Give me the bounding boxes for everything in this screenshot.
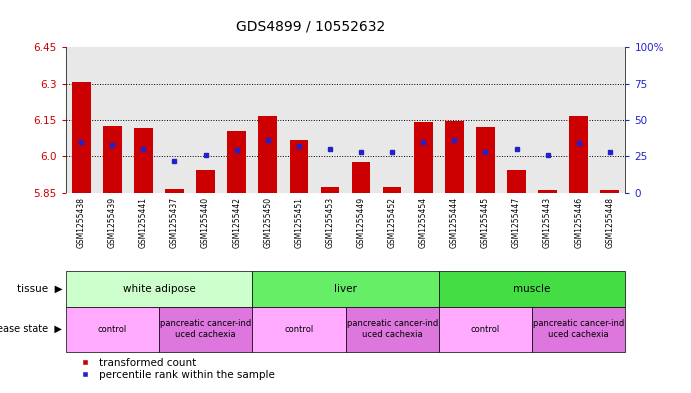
Text: GSM1255454: GSM1255454	[419, 196, 428, 248]
Bar	[165, 189, 184, 193]
Text: GSM1255438: GSM1255438	[77, 196, 86, 248]
Bar	[134, 129, 153, 193]
Bar	[445, 121, 464, 193]
Bar	[252, 307, 346, 352]
Bar	[439, 307, 532, 352]
Bar	[569, 116, 588, 193]
Bar	[346, 307, 439, 352]
Legend: transformed count, percentile rank within the sample: transformed count, percentile rank withi…	[71, 354, 279, 384]
Text: GSM1255448: GSM1255448	[605, 196, 614, 248]
Bar	[159, 307, 252, 352]
Text: control: control	[97, 325, 127, 334]
Text: GSM1255452: GSM1255452	[388, 196, 397, 248]
Text: GSM1255450: GSM1255450	[263, 196, 272, 248]
Bar	[196, 169, 215, 193]
Bar	[72, 82, 91, 193]
Text: GSM1255441: GSM1255441	[139, 196, 148, 248]
Text: GSM1255437: GSM1255437	[170, 196, 179, 248]
Bar	[532, 307, 625, 352]
Text: muscle: muscle	[513, 284, 551, 294]
Bar	[439, 271, 625, 307]
Text: liver: liver	[334, 284, 357, 294]
Text: GSM1255444: GSM1255444	[450, 196, 459, 248]
Text: GDS4899 / 10552632: GDS4899 / 10552632	[236, 20, 386, 34]
Bar	[383, 187, 401, 193]
Text: GSM1255447: GSM1255447	[512, 196, 521, 248]
Text: GSM1255442: GSM1255442	[232, 196, 241, 248]
Text: GSM1255443: GSM1255443	[543, 196, 552, 248]
Text: GSM1255451: GSM1255451	[294, 196, 303, 248]
Bar	[507, 169, 526, 193]
Text: GSM1255449: GSM1255449	[357, 196, 366, 248]
Text: control: control	[284, 325, 314, 334]
Text: GSM1255446: GSM1255446	[574, 196, 583, 248]
Bar	[66, 307, 159, 352]
Bar	[103, 126, 122, 193]
Bar	[538, 190, 557, 193]
Bar	[252, 271, 439, 307]
Text: pancreatic cancer-ind
uced cachexia: pancreatic cancer-ind uced cachexia	[346, 320, 438, 339]
Bar	[321, 187, 339, 193]
Text: disease state  ▶: disease state ▶	[0, 324, 62, 334]
Text: white adipose: white adipose	[122, 284, 196, 294]
Bar	[600, 190, 619, 193]
Text: GSM1255439: GSM1255439	[108, 196, 117, 248]
Text: GSM1255453: GSM1255453	[325, 196, 334, 248]
Text: control: control	[471, 325, 500, 334]
Text: tissue  ▶: tissue ▶	[17, 284, 62, 294]
Text: pancreatic cancer-ind
uced cachexia: pancreatic cancer-ind uced cachexia	[533, 320, 625, 339]
Bar	[290, 140, 308, 193]
Bar	[414, 122, 433, 193]
Bar	[227, 131, 246, 193]
Text: pancreatic cancer-ind
uced cachexia: pancreatic cancer-ind uced cachexia	[160, 320, 252, 339]
Bar	[476, 127, 495, 193]
Text: GSM1255445: GSM1255445	[481, 196, 490, 248]
Bar	[66, 271, 252, 307]
Bar	[258, 116, 277, 193]
Text: GSM1255440: GSM1255440	[201, 196, 210, 248]
Bar	[352, 162, 370, 193]
